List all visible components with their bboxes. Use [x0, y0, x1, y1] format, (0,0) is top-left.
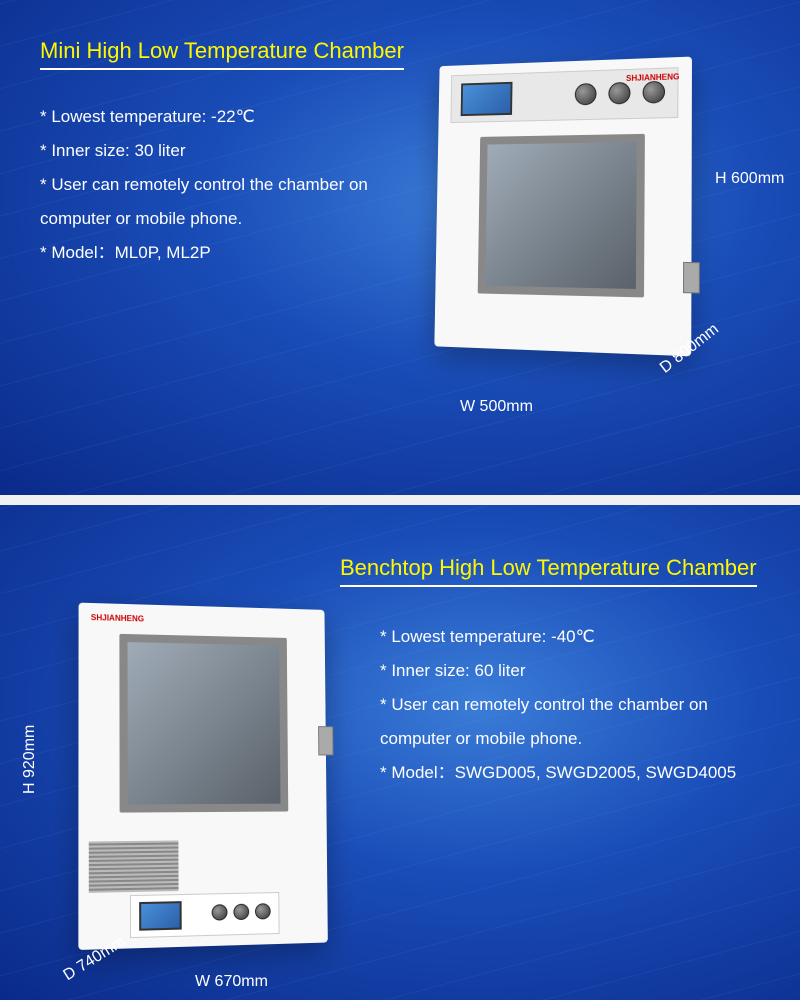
- spec-item: * Model：ML0P, ML2P: [40, 236, 390, 270]
- chamber-control-panel: [130, 892, 280, 938]
- product-image-benchtop-chamber: SHJIANHENG: [78, 603, 327, 950]
- knob-icon: [643, 81, 666, 104]
- spec-item: * Model：SWGD005, SWGD2005, SWGD4005: [380, 756, 770, 790]
- knob-icon: [212, 904, 228, 921]
- dimension-width: W 500mm: [460, 398, 533, 416]
- chamber-vent-icon: [89, 840, 178, 892]
- spec-item: * Inner size: 30 liter: [40, 134, 390, 168]
- chamber-latch-icon: [683, 262, 700, 294]
- panel-title: Benchtop High Low Temperature Chamber: [340, 555, 757, 587]
- spec-list: * Lowest temperature: -22℃ * Inner size:…: [40, 100, 390, 270]
- knob-icon: [233, 904, 249, 920]
- spec-list: * Lowest temperature: -40℃ * Inner size:…: [380, 620, 770, 790]
- control-knobs: [212, 903, 271, 921]
- display-screen-icon: [139, 901, 182, 931]
- knob-icon: [575, 83, 597, 105]
- chamber-window-icon: [478, 134, 645, 297]
- spec-item: * Lowest temperature: -40℃: [380, 620, 770, 654]
- spec-item: * Lowest temperature: -22℃: [40, 100, 390, 134]
- dimension-height: H 920mm: [21, 725, 39, 794]
- knob-icon: [608, 82, 630, 105]
- panel-title: Mini High Low Temperature Chamber: [40, 38, 404, 70]
- dimension-width: W 670mm: [195, 973, 268, 991]
- spec-item: * Inner size: 60 liter: [380, 654, 770, 688]
- spec-item: * User can remotely control the chamber …: [380, 688, 770, 756]
- chamber-latch-icon: [318, 726, 333, 755]
- product-panel-2: Benchtop High Low Temperature Chamber * …: [0, 505, 800, 1000]
- chamber-window-icon: [119, 634, 288, 813]
- brand-label: SHJIANHENG: [91, 613, 144, 623]
- knob-icon: [255, 903, 271, 919]
- spec-item: * User can remotely control the chamber …: [40, 168, 390, 236]
- brand-label: SHJIANHENG: [626, 72, 679, 83]
- control-knobs: [575, 81, 665, 106]
- product-panel-1: Mini High Low Temperature Chamber * Lowe…: [0, 0, 800, 495]
- dimension-height: H 600mm: [715, 170, 784, 188]
- display-screen-icon: [461, 82, 513, 116]
- product-image-mini-chamber: SHJIANHENG: [434, 57, 692, 357]
